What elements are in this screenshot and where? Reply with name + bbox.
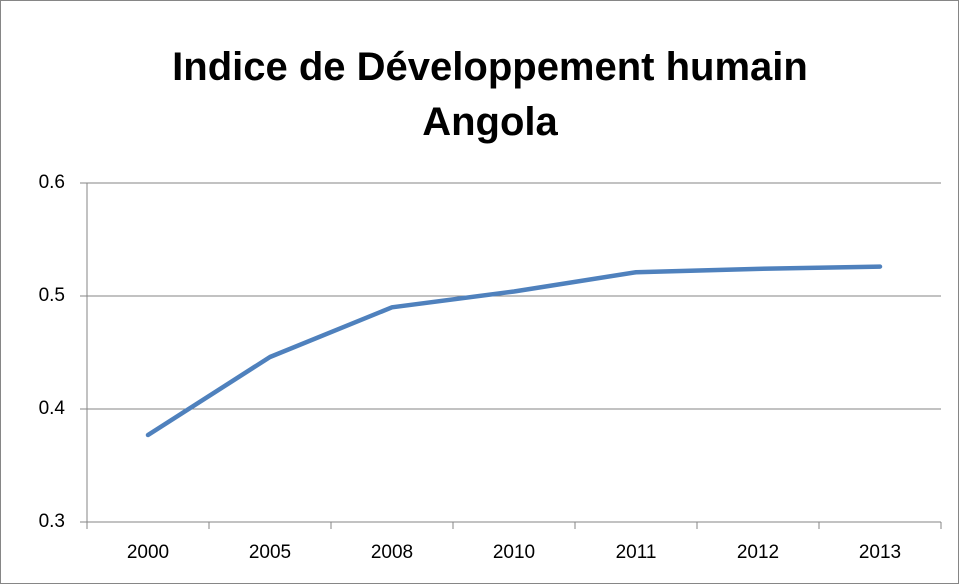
x-tick-label: 2010 bbox=[493, 542, 535, 563]
y-tick-label: 0.3 bbox=[39, 511, 65, 532]
x-tick-label: 2000 bbox=[127, 542, 169, 563]
y-tick-label: 0.6 bbox=[39, 172, 65, 193]
series-line bbox=[145, 264, 883, 438]
x-tick-label: 2005 bbox=[249, 542, 291, 563]
y-tick-label: 0.5 bbox=[39, 285, 65, 306]
x-tick-label: 2011 bbox=[616, 542, 657, 563]
chart-title: Indice de Développement humain Angola bbox=[172, 45, 808, 144]
x-tick-label: 2012 bbox=[737, 542, 779, 563]
y-tick-label: 0.4 bbox=[39, 398, 66, 419]
x-tick-label: 2013 bbox=[859, 542, 901, 563]
x-tick-label: 2008 bbox=[371, 542, 413, 563]
